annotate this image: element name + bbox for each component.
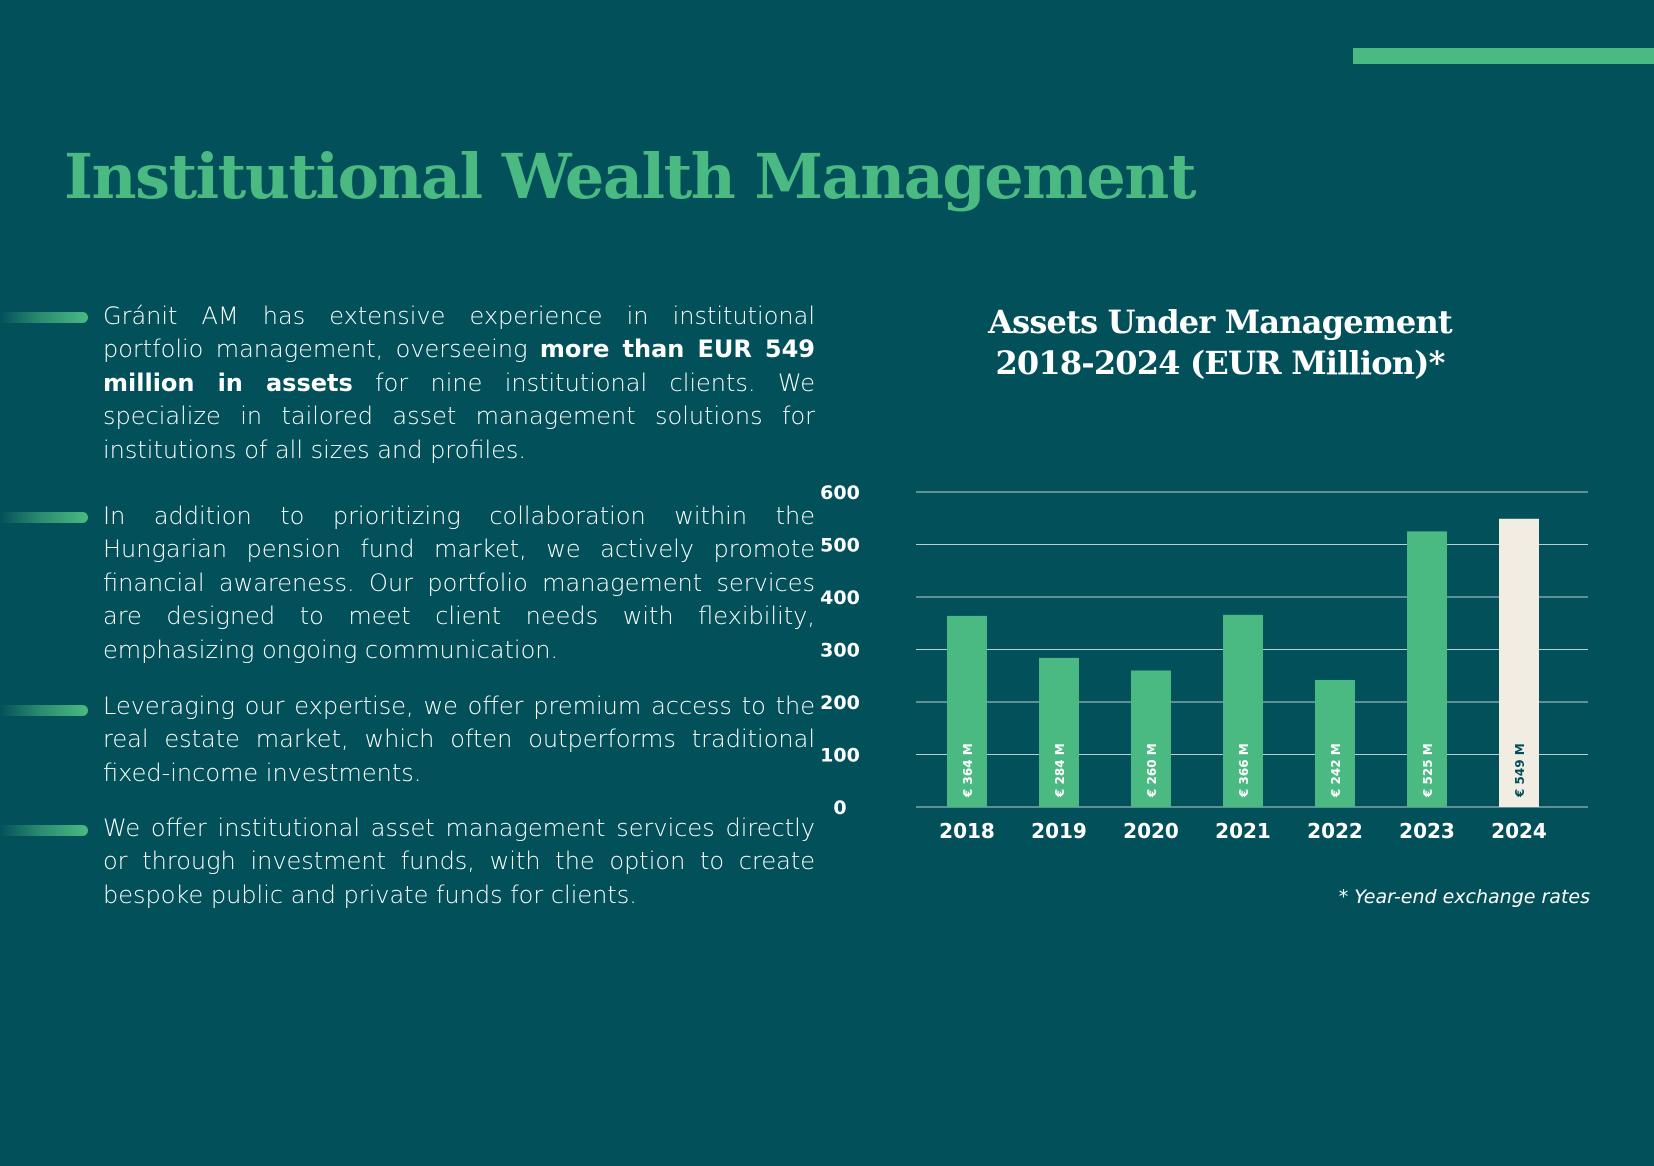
paragraph-4: We offer institutional asset management … [103,812,815,912]
bar-data-label: € 366 M [1237,743,1251,798]
x-tick-label: 2021 [1215,819,1271,843]
paragraph-3: Leveraging our expertise, we offer premi… [103,690,815,790]
y-tick-label: 400 [820,587,860,609]
bar [1223,614,1263,807]
y-tick-label: 500 [820,535,860,557]
x-tick-label: 2020 [1123,819,1179,843]
chart-title: Assets Under Management [988,303,1453,341]
paragraph-text: Gránit AM has extensive experience in in… [103,302,815,364]
paragraph-text: In addition to prioritizing collaboratio… [103,502,815,664]
bullet-dash [0,705,88,716]
chart-title-block: Assets Under Management 2018-2024 (EUR M… [960,302,1480,384]
bar [1499,518,1539,807]
bar-data-label: € 284 M [1053,743,1067,798]
bar [1039,657,1079,807]
chart-footnote: * Year-end exchange rates [1338,886,1590,908]
x-tick-label: 2022 [1307,819,1363,843]
paragraph-2: In addition to prioritizing collaboratio… [103,500,815,667]
x-tick-label: 2024 [1491,819,1547,843]
x-tick-label: 2019 [1031,819,1087,843]
chart-subtitle: 2018-2024 (EUR Million)* [995,344,1445,382]
bar [1407,531,1447,807]
paragraph-text: for nine institutional clients. We speci… [103,368,816,464]
paragraph-text: Leveraging our expertise, we offer premi… [103,692,815,787]
y-tick-label: 100 [820,745,860,767]
bullet-dash [0,312,88,323]
bar-data-label: € 260 M [1145,743,1159,798]
bar-data-label: € 525 M [1421,743,1435,798]
y-tick-label: 200 [820,692,860,714]
x-tick-label: 2023 [1399,819,1455,843]
y-tick-label: 600 [820,482,860,504]
top-accent-bar [1353,48,1654,64]
bullet-dash [0,825,88,836]
y-tick-label: 300 [820,640,860,662]
x-tick-label: 2018 [939,819,995,843]
paragraph-1: Gránit AM has extensive experience in in… [103,300,815,467]
paragraph-emphasis: more than EUR 549 million in assets [103,335,815,397]
bar [1131,670,1171,807]
page-title: Institutional Wealth Management [64,140,1197,213]
aum-bar-chart: 0 100 200 300 400 500 600 € 364 M 2018 € 284 M 201… [820,482,1588,843]
bar [947,615,987,807]
bar-data-label: € 364 M [961,743,975,798]
bar [1315,679,1355,807]
paragraph-text: We offer institutional asset management … [103,814,815,909]
bar-data-label: € 242 M [1329,743,1343,798]
y-tick-label: 0 [833,797,846,819]
bullet-dash [0,512,88,523]
bar-data-label: € 549 M [1513,743,1527,798]
